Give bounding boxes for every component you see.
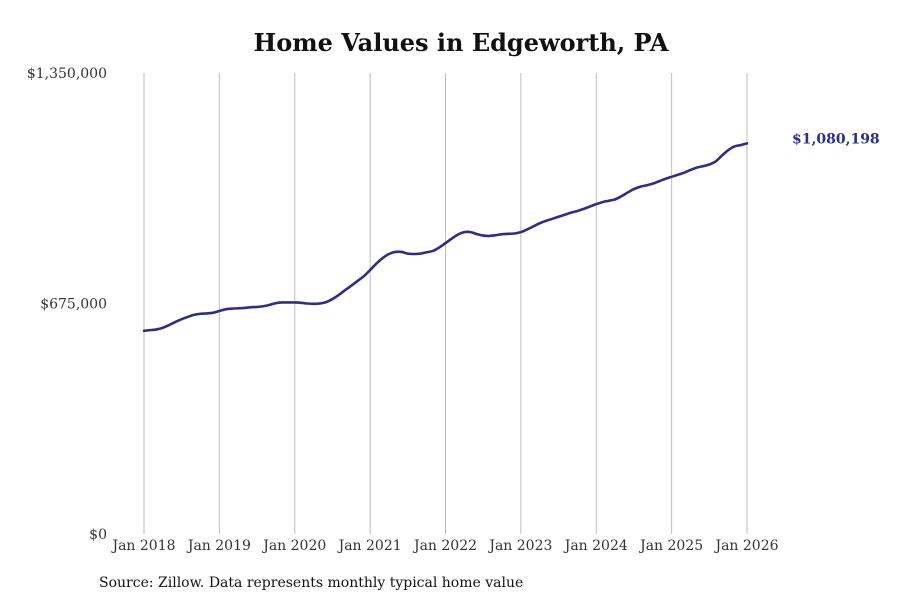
chart-title: Home Values in Edgeworth, PA <box>254 28 669 57</box>
x-axis-ticks: Jan 2018 Jan 2019 Jan 2020 Jan 2021 Jan 2022… <box>110 538 778 554</box>
source-note: Source: Zillow. Data represents monthly … <box>99 575 523 591</box>
y-tick-label: $675,000 <box>40 297 107 313</box>
x-tick-label: Jan 2025 <box>638 538 703 554</box>
x-tick-label: Jan 2022 <box>412 538 477 554</box>
x-tick-label: Jan 2020 <box>261 538 326 554</box>
last-value-label: $1,080,198 <box>792 131 880 147</box>
x-tick-label: Jan 2023 <box>487 538 552 554</box>
x-tick-label: Jan 2021 <box>337 538 402 554</box>
x-tick-label: Jan 2018 <box>110 538 175 554</box>
x-tick-label: Jan 2026 <box>713 538 778 554</box>
x-tick-label: Jan 2019 <box>186 538 251 554</box>
home-value-line <box>142 142 749 333</box>
y-axis-ticks: $0 $675,000 $1,350,000 <box>27 66 107 543</box>
y-tick-label: $0 <box>89 527 107 543</box>
x-tick-label: Jan 2024 <box>563 538 628 554</box>
grid-lines <box>143 73 748 534</box>
y-tick-label: $1,350,000 <box>27 66 107 82</box>
